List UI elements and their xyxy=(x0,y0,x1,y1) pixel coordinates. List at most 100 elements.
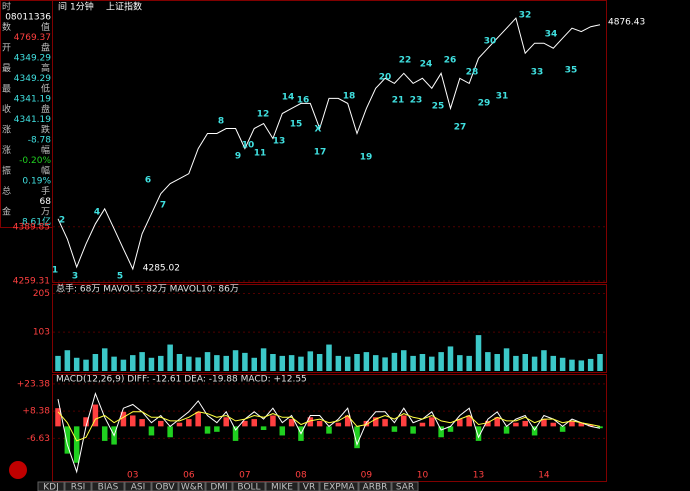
macd-bar xyxy=(550,422,557,427)
info-label: 振 xyxy=(2,165,11,177)
macd-bar xyxy=(587,424,594,427)
volume-bar xyxy=(130,355,136,371)
tab[interactable] xyxy=(298,481,320,491)
wave-label: 29 xyxy=(478,99,491,109)
tab[interactable] xyxy=(178,481,206,491)
macd-bar xyxy=(101,426,108,441)
y-tick-label: 103 xyxy=(33,328,50,338)
volume-bar xyxy=(64,350,71,371)
macd-bar xyxy=(429,417,435,427)
x-tick-label: 10 xyxy=(417,471,429,481)
tab-label[interactable]: BOLL xyxy=(237,483,260,491)
info-value: -8.78 xyxy=(28,136,52,146)
y-tick-label: 205 xyxy=(33,289,50,299)
tab[interactable] xyxy=(265,481,299,491)
macd-bar xyxy=(391,426,398,432)
macd-bar xyxy=(92,404,99,427)
volume-bar xyxy=(344,356,351,371)
volume-bar xyxy=(120,359,127,371)
macd-bar xyxy=(419,422,426,427)
tab-label[interactable]: RSI xyxy=(71,483,86,491)
info-label: 开 xyxy=(2,43,11,54)
macd-bar xyxy=(204,426,211,434)
volume-bar xyxy=(363,352,370,371)
tab-label[interactable]: MIKE xyxy=(271,483,293,491)
info-label: 最 xyxy=(2,84,11,95)
wave-label: 27 xyxy=(454,123,467,133)
info-label: 金 xyxy=(2,206,11,218)
macd-bar xyxy=(270,415,276,427)
volume-bar xyxy=(578,360,585,371)
tab-label[interactable]: BIAS xyxy=(98,483,119,491)
y-tick-label: -6.63 xyxy=(27,434,50,444)
volume-bar xyxy=(73,357,80,371)
wave-label: X xyxy=(315,125,322,135)
volume-bar xyxy=(279,355,286,371)
wave-label: 7 xyxy=(160,201,166,211)
info-label: 最 xyxy=(2,63,11,74)
tab[interactable] xyxy=(124,481,152,491)
tab[interactable] xyxy=(319,481,359,491)
wave-label: 13 xyxy=(273,137,286,147)
macd-bar xyxy=(503,426,510,434)
volume-bar xyxy=(139,352,145,371)
tab[interactable] xyxy=(232,481,266,491)
tab[interactable] xyxy=(358,481,392,491)
macd-line xyxy=(57,392,601,474)
macd-bar xyxy=(120,411,127,427)
macd-bar xyxy=(307,417,314,427)
tab-label[interactable]: ASI xyxy=(131,483,146,491)
tab-label[interactable]: KDJ xyxy=(43,483,59,491)
tab[interactable] xyxy=(64,481,92,491)
macd-bar xyxy=(158,420,164,427)
tab[interactable] xyxy=(205,481,233,491)
volume-bar xyxy=(195,357,201,371)
panel-title: MACD(12,26,9) DIFF: -12.61 DEA: -19.88 M… xyxy=(56,375,307,385)
volume-bar xyxy=(401,350,407,371)
info-label: 收 xyxy=(2,103,11,115)
info-label: 低 xyxy=(41,83,50,95)
volume-bar xyxy=(83,359,89,371)
tab-label[interactable]: DMI xyxy=(210,483,227,491)
tab-label[interactable]: SAR xyxy=(396,483,414,491)
wave-label: 3 xyxy=(72,272,78,282)
tab-label[interactable]: EXPMA xyxy=(323,483,355,491)
tab-label[interactable]: ARBR xyxy=(363,483,388,491)
volume-bar xyxy=(214,355,220,371)
volume-bar xyxy=(391,352,398,371)
y-tick-label: +23.38 xyxy=(17,379,51,389)
volume-bar xyxy=(307,351,314,371)
macd-bar xyxy=(83,417,89,427)
macd-bar xyxy=(513,422,519,427)
volume-bar xyxy=(354,354,360,371)
volume-bar xyxy=(101,348,108,371)
x-tick-label: 09 xyxy=(361,471,373,481)
info-value: 4341.19 xyxy=(14,115,51,125)
info-value: 0.19% xyxy=(22,177,51,187)
wave-label: 28 xyxy=(466,68,479,78)
volume-bar xyxy=(158,355,164,371)
tab-label[interactable]: VR xyxy=(303,483,315,491)
tab-label[interactable]: OBV xyxy=(155,483,175,491)
tab-label[interactable]: W&R xyxy=(181,483,203,491)
volume-bar xyxy=(186,356,192,371)
tab[interactable] xyxy=(37,481,65,491)
tab[interactable] xyxy=(391,481,419,491)
tab[interactable] xyxy=(151,481,179,491)
macd-bar xyxy=(438,426,444,438)
macd-bar xyxy=(186,419,192,427)
panel-title: 总手: 68万 MAVOL5: 82万 MAVOL10: 86万 xyxy=(56,283,239,295)
info-value: 4769.37 xyxy=(14,33,51,43)
wave-label: 33 xyxy=(531,68,544,78)
x-tick-label: 14 xyxy=(538,471,550,481)
macd-bar xyxy=(73,426,80,463)
wave-label: 8 xyxy=(218,117,224,127)
wave-label: 20 xyxy=(379,73,392,83)
volume-bar xyxy=(569,359,575,371)
wave-label: 21 xyxy=(392,96,405,106)
wave-label: 22 xyxy=(399,56,412,66)
wave-label: 34 xyxy=(545,30,558,40)
wave-label: 19 xyxy=(360,153,373,163)
tab[interactable] xyxy=(91,481,125,491)
